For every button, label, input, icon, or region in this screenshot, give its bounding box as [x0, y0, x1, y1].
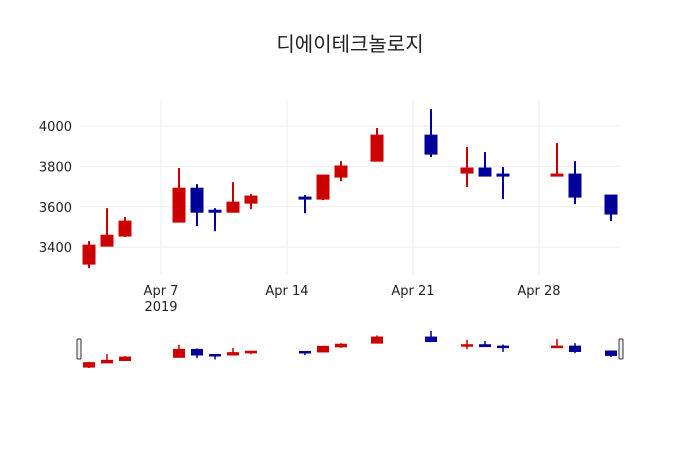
candle-body	[209, 354, 221, 357]
candle-body	[479, 344, 491, 348]
candle-body	[605, 350, 617, 356]
candle-body	[496, 173, 510, 177]
rangeslider-candle	[173, 344, 185, 358]
candle-body	[604, 194, 618, 215]
candlestick	[82, 241, 96, 269]
candle-body	[370, 134, 384, 162]
x-tick-label: Apr 28	[517, 284, 560, 299]
candlestick	[190, 184, 204, 227]
candlestick	[334, 161, 348, 182]
rangeslider-background	[80, 328, 620, 371]
rangeslider-candle	[497, 344, 509, 352]
candle-body	[298, 196, 312, 200]
rangeslider-candle	[209, 354, 221, 360]
rangeslider-candle	[461, 339, 473, 350]
candle-body	[371, 336, 383, 344]
rangeslider-candle	[317, 345, 329, 353]
x-tick-label: Apr 14	[265, 284, 308, 299]
candlestick	[568, 161, 582, 205]
candle-body	[478, 167, 492, 177]
rangeslider-candle	[425, 331, 437, 343]
candlestick	[244, 194, 258, 210]
candlestick	[118, 217, 132, 238]
candle-body	[191, 348, 203, 356]
candlestick	[208, 208, 222, 232]
candle-body	[190, 187, 204, 213]
rangeslider-candle	[479, 341, 491, 348]
candlestick	[424, 109, 438, 158]
candle-body	[335, 343, 347, 348]
candle-body	[208, 209, 222, 213]
candle-body	[118, 220, 132, 237]
rangeslider-candle	[101, 354, 113, 364]
x-tick-label: Apr 21	[391, 284, 434, 299]
candle-body	[424, 134, 438, 155]
candle-body	[119, 356, 131, 362]
rangeslider-candle	[371, 335, 383, 344]
rangeslider-candle	[227, 347, 239, 356]
y-tick-label: 4000	[39, 120, 72, 135]
candlestick	[298, 195, 312, 214]
candle-body	[172, 187, 186, 223]
candle-body	[101, 359, 113, 364]
candle-body	[425, 336, 437, 342]
candle-body	[317, 345, 329, 353]
candle-body	[227, 352, 239, 356]
candlestick	[478, 152, 492, 177]
rangeslider-candle	[335, 343, 347, 348]
candle-body	[226, 201, 240, 213]
candlestick	[370, 128, 384, 162]
candlestick	[460, 147, 474, 187]
candlestick	[496, 167, 510, 200]
rangeslider-candle	[83, 361, 95, 368]
candle-body	[173, 348, 185, 358]
candle-body	[461, 344, 473, 347]
rangeslider-candle	[119, 356, 131, 362]
y-tick-label: 3600	[39, 201, 72, 216]
rangeslider-candle	[245, 350, 257, 355]
candlestick	[316, 174, 330, 201]
candle-body	[568, 173, 582, 198]
x-tick-label: Apr 7	[144, 284, 179, 299]
x-tick-year-label: 2019	[144, 300, 177, 315]
candle-body	[460, 167, 474, 174]
candle-body	[244, 195, 258, 204]
candle-body	[334, 165, 348, 178]
rangeslider-candle	[299, 350, 311, 356]
rangeslider-handle-left[interactable]	[76, 338, 82, 360]
y-tick-label: 3800	[39, 160, 72, 175]
candlestick	[226, 182, 240, 213]
candle-body	[83, 362, 95, 368]
candle-body	[497, 345, 509, 349]
rangeslider-handle-right[interactable]	[618, 338, 624, 360]
candlestick	[604, 194, 618, 222]
candle-body	[550, 173, 564, 177]
candlestick	[100, 208, 114, 247]
chart-title: 디에이테크놀로지	[276, 32, 424, 56]
candle-body	[316, 174, 330, 200]
rangeslider-candle	[551, 338, 563, 349]
candle-body	[299, 350, 311, 354]
y-tick-label: 3400	[39, 241, 72, 256]
rangeslider-candle	[569, 343, 581, 354]
rangeslider-candle	[191, 348, 203, 359]
candlestick	[550, 142, 564, 177]
candle-body	[569, 345, 581, 352]
candle-body	[245, 350, 257, 354]
candlestick	[172, 168, 186, 223]
rangeslider-candle	[605, 350, 617, 358]
candle-body	[82, 244, 96, 265]
candle-body	[100, 234, 114, 247]
candle-body	[551, 345, 563, 349]
